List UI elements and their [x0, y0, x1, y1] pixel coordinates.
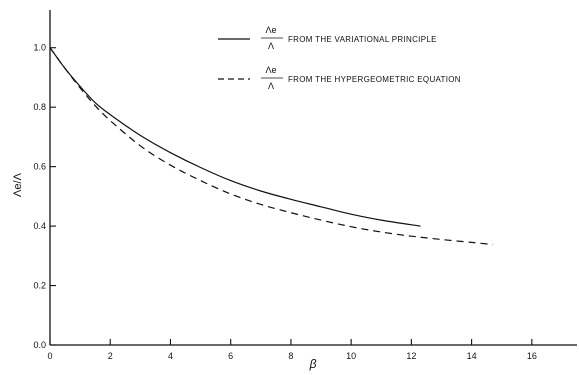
legend-label-hypergeometric: FROM THE HYPERGEOMETRIC EQUATION — [288, 75, 461, 84]
x-tick-label: 12 — [406, 351, 416, 361]
y-tick-label: 0.0 — [33, 340, 46, 350]
y-tick-label: 0.4 — [33, 221, 46, 231]
legend-fraction-denominator: Λ — [268, 41, 274, 51]
y-tick-label: 1.0 — [33, 43, 46, 53]
x-ticks: 0 2 4 6 8 10 12 14 16 — [47, 339, 537, 361]
x-axis-label: β — [309, 357, 317, 371]
x-tick-label: 0 — [47, 351, 52, 361]
y-ticks: 0.0 0.2 0.4 0.6 0.8 1.0 — [33, 43, 56, 350]
x-tick-label: 2 — [108, 351, 113, 361]
x-tick-label: 10 — [346, 351, 356, 361]
series-line-hypergeometric — [49, 47, 493, 246]
legend: Λe Λ FROM THE VARIATIONAL PRINCIPLE Λe Λ… — [218, 25, 461, 91]
y-tick-label: 0.6 — [33, 162, 46, 172]
x-tick-label: 4 — [168, 351, 173, 361]
legend-entry-variational: Λe Λ FROM THE VARIATIONAL PRINCIPLE — [218, 25, 437, 51]
y-axis-label: Λe/Λ — [12, 172, 24, 197]
legend-fraction-numerator: Λe — [265, 65, 276, 75]
x-tick-label: 8 — [288, 351, 293, 361]
y-tick-label: 0.2 — [33, 281, 46, 291]
series-lines — [49, 47, 493, 246]
legend-label-variational: FROM THE VARIATIONAL PRINCIPLE — [288, 35, 437, 44]
x-tick-label: 14 — [467, 351, 477, 361]
legend-fraction-numerator: Λe — [265, 25, 276, 35]
y-tick-label: 0.8 — [33, 102, 46, 112]
legend-entry-hypergeometric: Λe Λ FROM THE HYPERGEOMETRIC EQUATION — [218, 65, 461, 91]
legend-fraction-denominator: Λ — [268, 81, 274, 91]
x-tick-label: 6 — [228, 351, 233, 361]
x-tick-label: 16 — [527, 351, 537, 361]
